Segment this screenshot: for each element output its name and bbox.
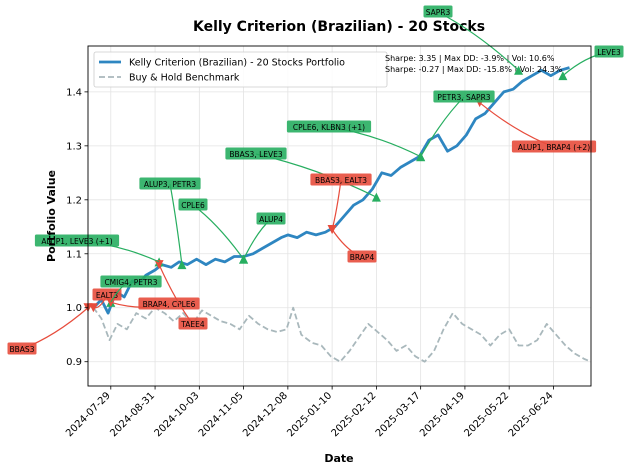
annotation-buy: BBAS3, LEVE3 bbox=[225, 147, 377, 198]
annotation-box bbox=[178, 317, 208, 330]
annotation-box bbox=[286, 120, 372, 133]
annotation-buy: ALUP3, PETR3 bbox=[139, 177, 201, 265]
annotation-box bbox=[34, 234, 120, 247]
y-axis-label: Portfolio Value bbox=[45, 170, 58, 262]
annotation-label: EALT3 bbox=[96, 291, 119, 300]
trade-annotations: BBAS3 EALT3 ALUP1, LEVE3 (+1) CMIG4, PETR3 B… bbox=[7, 5, 624, 355]
annotation-buy: CMIG4, PETR3 bbox=[100, 275, 162, 303]
annotation-box bbox=[423, 5, 453, 18]
y-tick-label: 1.1 bbox=[66, 249, 82, 260]
annotation-arrow bbox=[169, 183, 183, 265]
annotation-label: LEVE3 bbox=[597, 48, 621, 57]
annotation-label: ALUP4 bbox=[259, 215, 283, 224]
annotation-label: CPLE6, KLBN3 (+1) bbox=[293, 123, 365, 132]
annotation-buy: SAPR3 bbox=[423, 5, 519, 71]
annotation-buy: CPLE6, KLBN3 (+1) bbox=[286, 120, 421, 158]
annotation-buy: ALUP4 bbox=[243, 212, 286, 260]
annotation-buy: ALUP1, LEVE3 (+1) bbox=[34, 234, 160, 263]
legend-box bbox=[93, 51, 388, 88]
annotation-box bbox=[100, 275, 162, 288]
annotation-label: BBAS3 bbox=[10, 345, 35, 354]
annotation-box bbox=[178, 198, 208, 211]
annotation-label: ALUP3, PETR3 bbox=[144, 180, 197, 189]
annotation-buy: CPLE6 bbox=[178, 198, 245, 260]
annotation-box bbox=[511, 140, 597, 153]
annotation-label: BRAP4, CPLE6 bbox=[143, 300, 196, 309]
y-tick-label: 1.4 bbox=[66, 87, 82, 98]
annotation-label: CMIG4, PETR3 bbox=[104, 278, 157, 287]
y-tick-label: 1.0 bbox=[66, 303, 82, 314]
stats-line-2: Sharpe: -0.27 | Max DD: -15.8% | Vol: 24… bbox=[385, 65, 563, 74]
annotation-sell: ALUP1, BRAP4 (+2) bbox=[479, 102, 597, 153]
annotation-label: BRAP4 bbox=[350, 253, 375, 262]
annotation-label: BBAS3, EALT3 bbox=[315, 176, 367, 185]
y-tick-label: 1.2 bbox=[66, 195, 82, 206]
annotation-box bbox=[594, 45, 624, 58]
annotation-label: CPLE6 bbox=[181, 201, 205, 210]
annotation-box bbox=[139, 177, 201, 190]
annotation-label: PETR3, SAPR3 bbox=[437, 93, 490, 102]
legend-label: Buy & Hold Benchmark bbox=[129, 73, 240, 84]
annotation-sell: BRAP4, CPLE6 bbox=[110, 297, 200, 310]
legend-label: Kelly Criterion (Brazilian) - 20 Stocks … bbox=[129, 58, 345, 69]
annotation-sell: BBAS3 bbox=[7, 307, 89, 355]
annotation-sell: BBAS3, EALT3 bbox=[310, 173, 372, 230]
stats-line-1: Sharpe: 3.35 | Max DD: -3.9% | Vol: 10.6… bbox=[385, 54, 555, 63]
annotation-label: ALUP1, LEVE3 (+1) bbox=[41, 237, 112, 246]
annotation-box bbox=[7, 342, 37, 355]
y-tick-label: 0.9 bbox=[66, 357, 82, 368]
annotation-box bbox=[433, 90, 495, 103]
annotation-box bbox=[256, 212, 286, 225]
annotation-sell: BRAP4 bbox=[331, 229, 377, 263]
benchmark-line bbox=[92, 306, 592, 363]
annotation-label: SAPR3 bbox=[426, 8, 451, 17]
grid bbox=[88, 46, 591, 386]
annotation-buy: LEVE3 bbox=[562, 45, 624, 77]
annotation-box bbox=[138, 297, 200, 310]
chart-title: Kelly Criterion (Brazilian) - 20 Stocks bbox=[193, 19, 485, 35]
legend: Kelly Criterion (Brazilian) - 20 Stocks … bbox=[93, 51, 388, 88]
annotation-label: BBAS3, LEVE3 bbox=[229, 150, 283, 159]
x-axis-label: Date bbox=[324, 452, 353, 465]
annotation-label: ALUP1, BRAP4 (+2) bbox=[518, 143, 590, 152]
annotation-box bbox=[225, 147, 287, 160]
y-tick-label: 1.3 bbox=[66, 141, 82, 152]
annotation-buy: PETR3, SAPR3 bbox=[420, 90, 495, 157]
annotation-sell: TAEE4 bbox=[158, 264, 208, 330]
stats-box: Sharpe: 3.35 | Max DD: -3.9% | Vol: 10.6… bbox=[385, 54, 563, 74]
annotation-box bbox=[347, 250, 377, 263]
annotation-label: TAEE4 bbox=[180, 320, 205, 329]
plot-frame bbox=[87, 45, 592, 387]
annotation-box bbox=[310, 173, 372, 186]
